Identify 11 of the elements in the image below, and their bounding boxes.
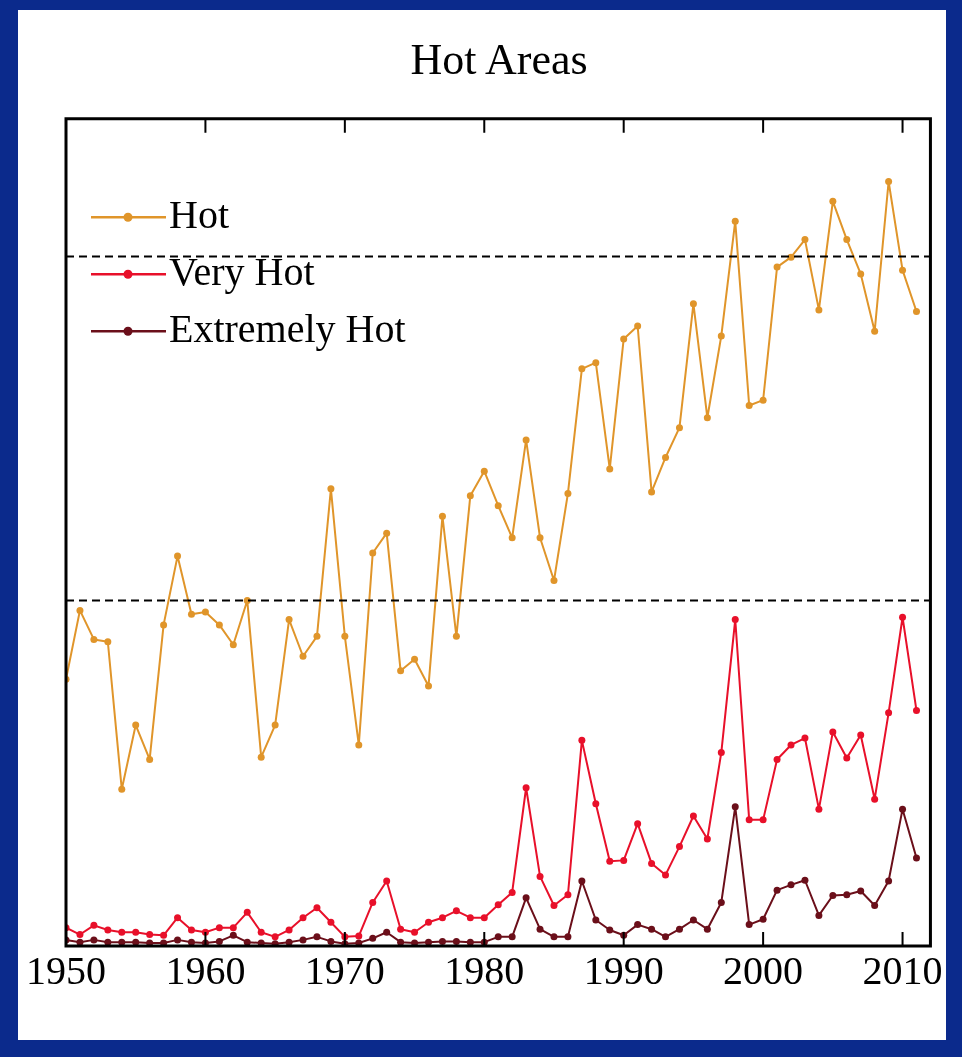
x-tick-label: 1960: [165, 947, 246, 993]
x-tick-label: 1990: [583, 947, 664, 993]
x-tick-label: 1970: [304, 947, 385, 993]
x-tick-label: 2000: [723, 947, 804, 993]
legend-label: Very Hot: [169, 248, 315, 294]
legend-label: Extremely Hot: [169, 305, 406, 351]
x-tick-label: 1950: [26, 947, 106, 993]
legend-label: Hot: [169, 191, 229, 237]
x-tick-label: 1980: [444, 947, 525, 993]
x-tick-label: 2010: [862, 947, 943, 993]
chart-title: Hot Areas: [410, 34, 588, 84]
